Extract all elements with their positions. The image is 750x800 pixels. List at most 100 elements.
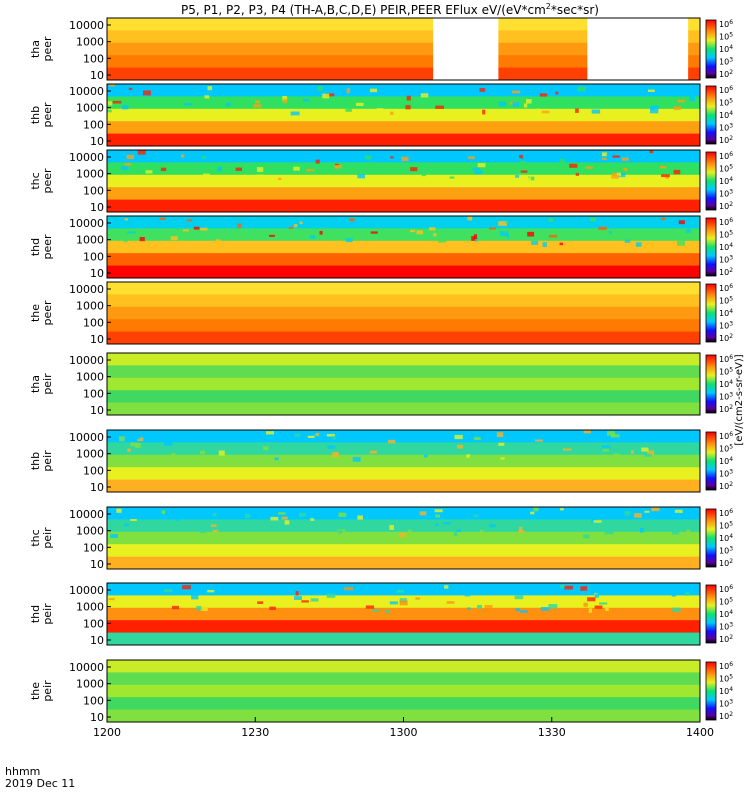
panel-probe-label: tha [29,40,42,58]
colorbar-tick-label: 105 [719,521,733,531]
y-tick-label: 100 [83,541,104,554]
spectrogram-texture [457,444,463,449]
spectrogram-texture [135,443,141,448]
spectrogram-band [107,162,700,176]
spectrogram-band [107,306,700,320]
spectrogram-texture [124,163,131,166]
spectrogram-texture [519,154,523,159]
spectrogram-texture [216,230,220,233]
spectrogram-texture [294,600,304,606]
spectrogram-texture [230,99,234,105]
spectrogram-texture [295,591,299,596]
colorbar-tick-label: 104 [719,110,733,120]
spectrogram-texture [479,88,486,92]
colorbar [705,584,717,644]
spectrogram-texture [196,605,202,611]
panel-product-label: peer [41,36,54,62]
spectrogram-texture [615,513,620,518]
panel-product-label: peer [41,300,54,326]
spectrogram-texture [559,158,565,164]
spectrogram-texture [564,585,574,590]
spectrogram-band [107,253,700,267]
spectrogram-texture [652,98,656,101]
spectrogram-texture [120,166,129,170]
colorbar [705,85,717,145]
spectrogram-texture [473,234,478,240]
spectrogram-texture [515,175,520,178]
spectrogram-texture [489,227,496,230]
y-tick-label: 10 [90,481,104,494]
spectrogram-texture [661,174,670,178]
spectrogram-texture [388,439,396,444]
spectrogram-texture [498,221,508,226]
spectrogram-texture [126,154,135,160]
spectrogram-texture [602,448,610,452]
panel-frame [106,149,701,213]
spectrogram-texture [370,231,378,234]
spectrogram-texture [124,523,129,527]
colorbar-tick-label: 103 [719,392,733,402]
spectrogram-texture [112,100,122,104]
colorbar [705,283,717,343]
panel-probe-label: the [29,304,42,322]
spectrogram-texture [107,101,113,106]
spectrogram-texture [676,534,681,539]
spectrogram-texture [671,593,676,597]
spectrogram-texture [531,240,539,245]
spectrogram-texture [446,601,455,604]
spectrogram-band [107,454,700,468]
spectrogram-band [107,531,700,545]
spectrogram-texture [514,157,522,161]
spectrogram-texture [315,159,320,164]
spectrogram-band [107,187,700,201]
spectrogram-texture [484,605,493,608]
spectrogram-band [107,479,700,493]
spectrogram-texture [522,177,532,182]
spectrogram-texture [644,453,652,457]
spectrogram-texture [641,447,649,452]
spectrogram-texture [610,434,620,438]
spectrogram-texture [540,607,550,611]
spectrogram-texture [334,163,339,166]
colorbar-tick-label: 102 [719,634,733,644]
spectrogram-texture [433,233,437,237]
spectrogram-texture [270,529,279,532]
spectrogram-texture [125,443,131,447]
spectrogram-texture [110,533,118,539]
spectrogram-texture [580,152,590,157]
spectrogram-texture [310,598,319,602]
colorbar-tick-label: 104 [719,533,733,543]
colorbar [705,354,717,414]
colorbar-tick-label: 106 [719,661,733,671]
spectrogram-texture [514,595,524,600]
spectrogram-texture [274,457,279,461]
corner-label-date: 2019 Dec 11 [5,777,75,790]
spectrogram-band [107,507,700,520]
spectrogram-texture [163,589,173,593]
spectrogram-texture [630,596,639,600]
spectrogram-texture [143,90,151,96]
panel-probe-label: thb [29,452,42,470]
spectrogram-texture [559,585,567,588]
spectrogram-texture [256,167,264,172]
colorbar-tick-label: 102 [719,267,733,277]
y-tick-label: 100 [83,118,104,131]
spectrogram-texture [310,518,315,521]
spectrogram-texture [474,237,478,242]
spectrogram-texture [257,601,264,604]
spectrogram-texture [217,166,222,172]
spectrogram-texture [589,228,594,231]
y-tick-label: 10000 [69,661,104,674]
spectrogram-texture [139,237,145,242]
panel-frame [106,352,701,416]
spectrogram-texture [634,513,642,518]
spectrogram-texture [560,507,564,511]
spectrogram-band [107,199,700,213]
spectrogram-texture [499,231,509,237]
panel-the-peer: 10000 1000 100 10 the peer 102 103 104 105 106 [29,281,733,346]
y-tick-label: 10 [90,69,104,82]
panel-probe-label: thc [29,529,42,546]
spectrogram-band [107,620,700,634]
spectrogram-texture [407,529,412,535]
colorbar-tick-label: 105 [719,230,733,240]
